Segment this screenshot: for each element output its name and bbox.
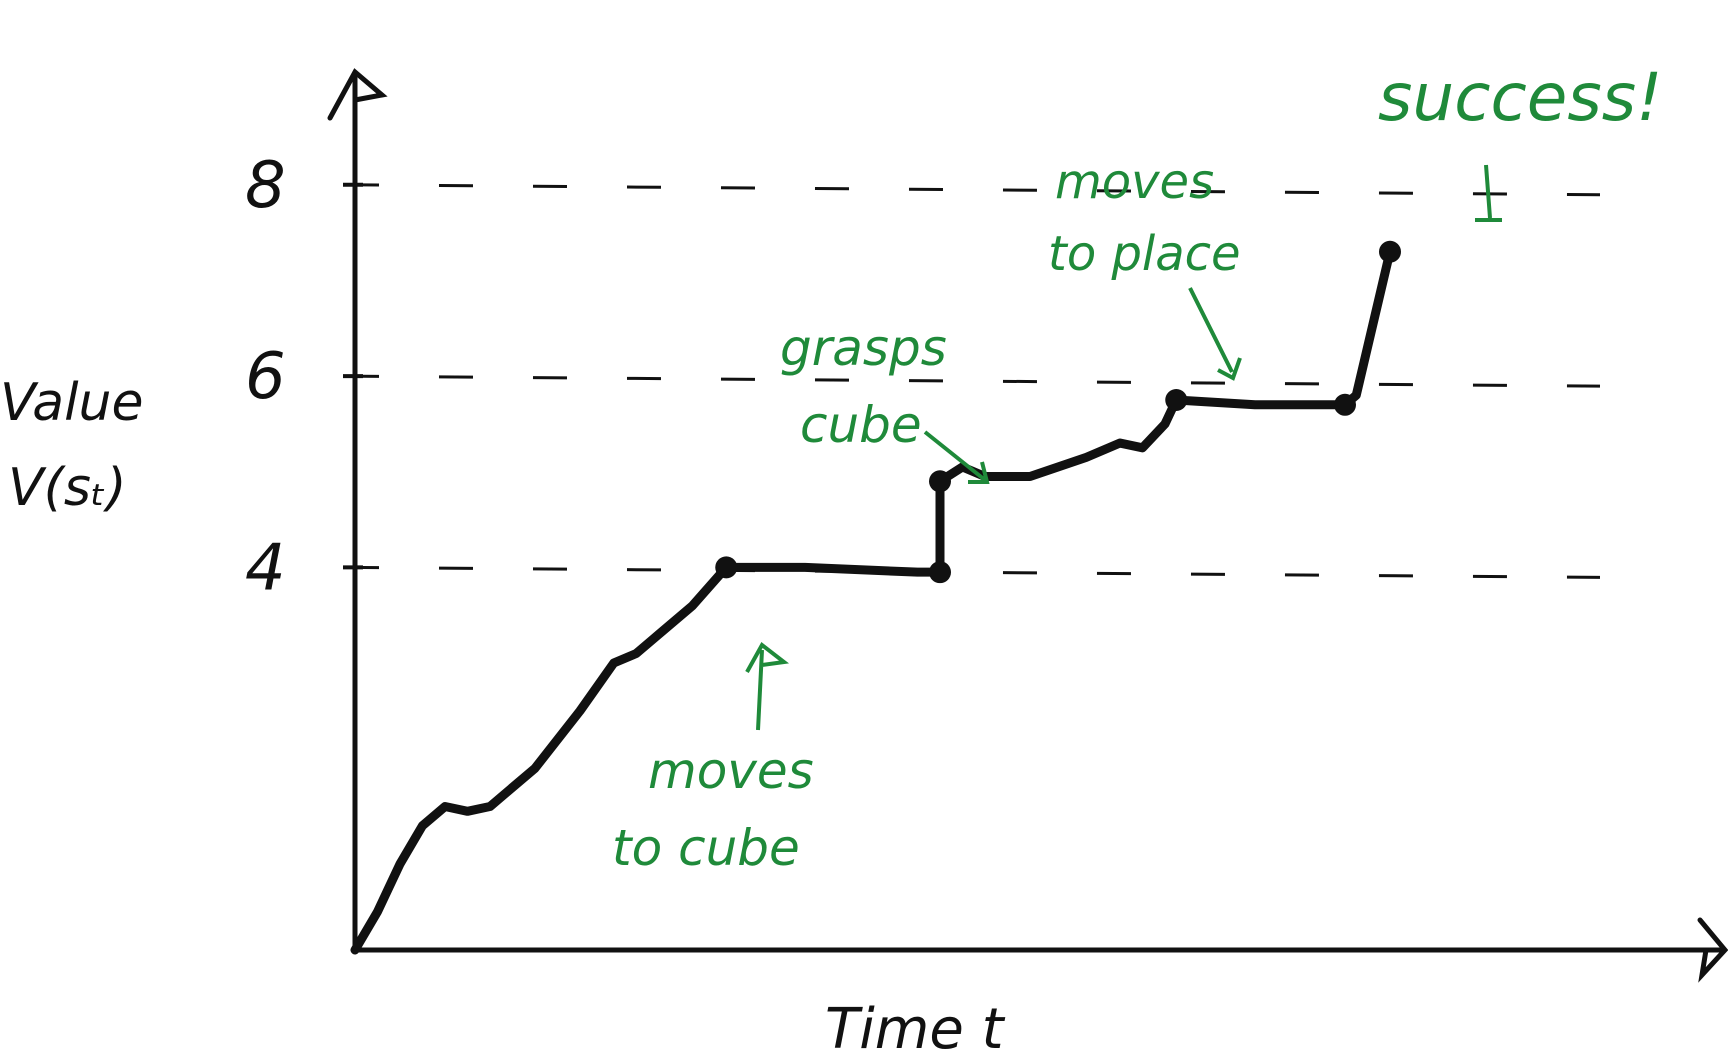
annotation-grasps-cube-line1: grasps: [780, 319, 947, 377]
key-point-markers: [715, 240, 1401, 584]
gridline-8: [344, 183, 1601, 197]
key-point-1: [715, 556, 738, 579]
arrow-up-icon: [745, 641, 790, 731]
key-point-3: [929, 470, 951, 493]
arrow-down-icon: [1475, 164, 1502, 222]
annotation-moves-to-place: moves to place: [1048, 154, 1242, 381]
annotation-moves-to-cube: moves to cube: [612, 641, 814, 877]
annotation-success-text: success!: [1378, 59, 1663, 136]
annotation-success: success!: [1378, 59, 1663, 222]
key-point-5: [1334, 393, 1356, 416]
gridline-6: [344, 374, 1601, 388]
x-axis-label: Time t: [825, 997, 1006, 1061]
annotation-moves-to-place-line1: moves: [1055, 154, 1214, 210]
arrow-down-icon: [1188, 287, 1242, 381]
x-axis-arrow-icon: [1697, 917, 1728, 983]
annotations: moves to cube grasps cube moves to place…: [612, 59, 1663, 877]
y-tick-labels: 4 6 8: [245, 149, 363, 605]
key-point-4: [1165, 389, 1188, 411]
gridlines: [344, 183, 1601, 579]
key-point-6: [1379, 240, 1401, 263]
annotation-grasps-cube: grasps cube: [780, 319, 990, 484]
arrow-down-right-icon: [923, 430, 990, 484]
y-tick-label-4: 4: [245, 531, 286, 605]
annotation-moves-to-place-line2: to place: [1048, 226, 1241, 282]
y-tick-label-6: 6: [245, 340, 286, 414]
y-axis-arrow-icon: [327, 68, 388, 121]
y-axis-label-line1: Value: [0, 373, 144, 433]
y-tick-label-8: 8: [245, 149, 286, 223]
annotation-moves-to-cube-line2: to cube: [612, 819, 800, 877]
y-axis-label-line2: V(sₜ): [8, 458, 127, 518]
key-point-2: [929, 561, 951, 584]
gridline-4: [344, 565, 1601, 579]
annotation-grasps-cube-line2: cube: [800, 396, 922, 454]
axes: [327, 68, 1728, 983]
annotation-moves-to-cube-line1: moves: [648, 742, 814, 800]
